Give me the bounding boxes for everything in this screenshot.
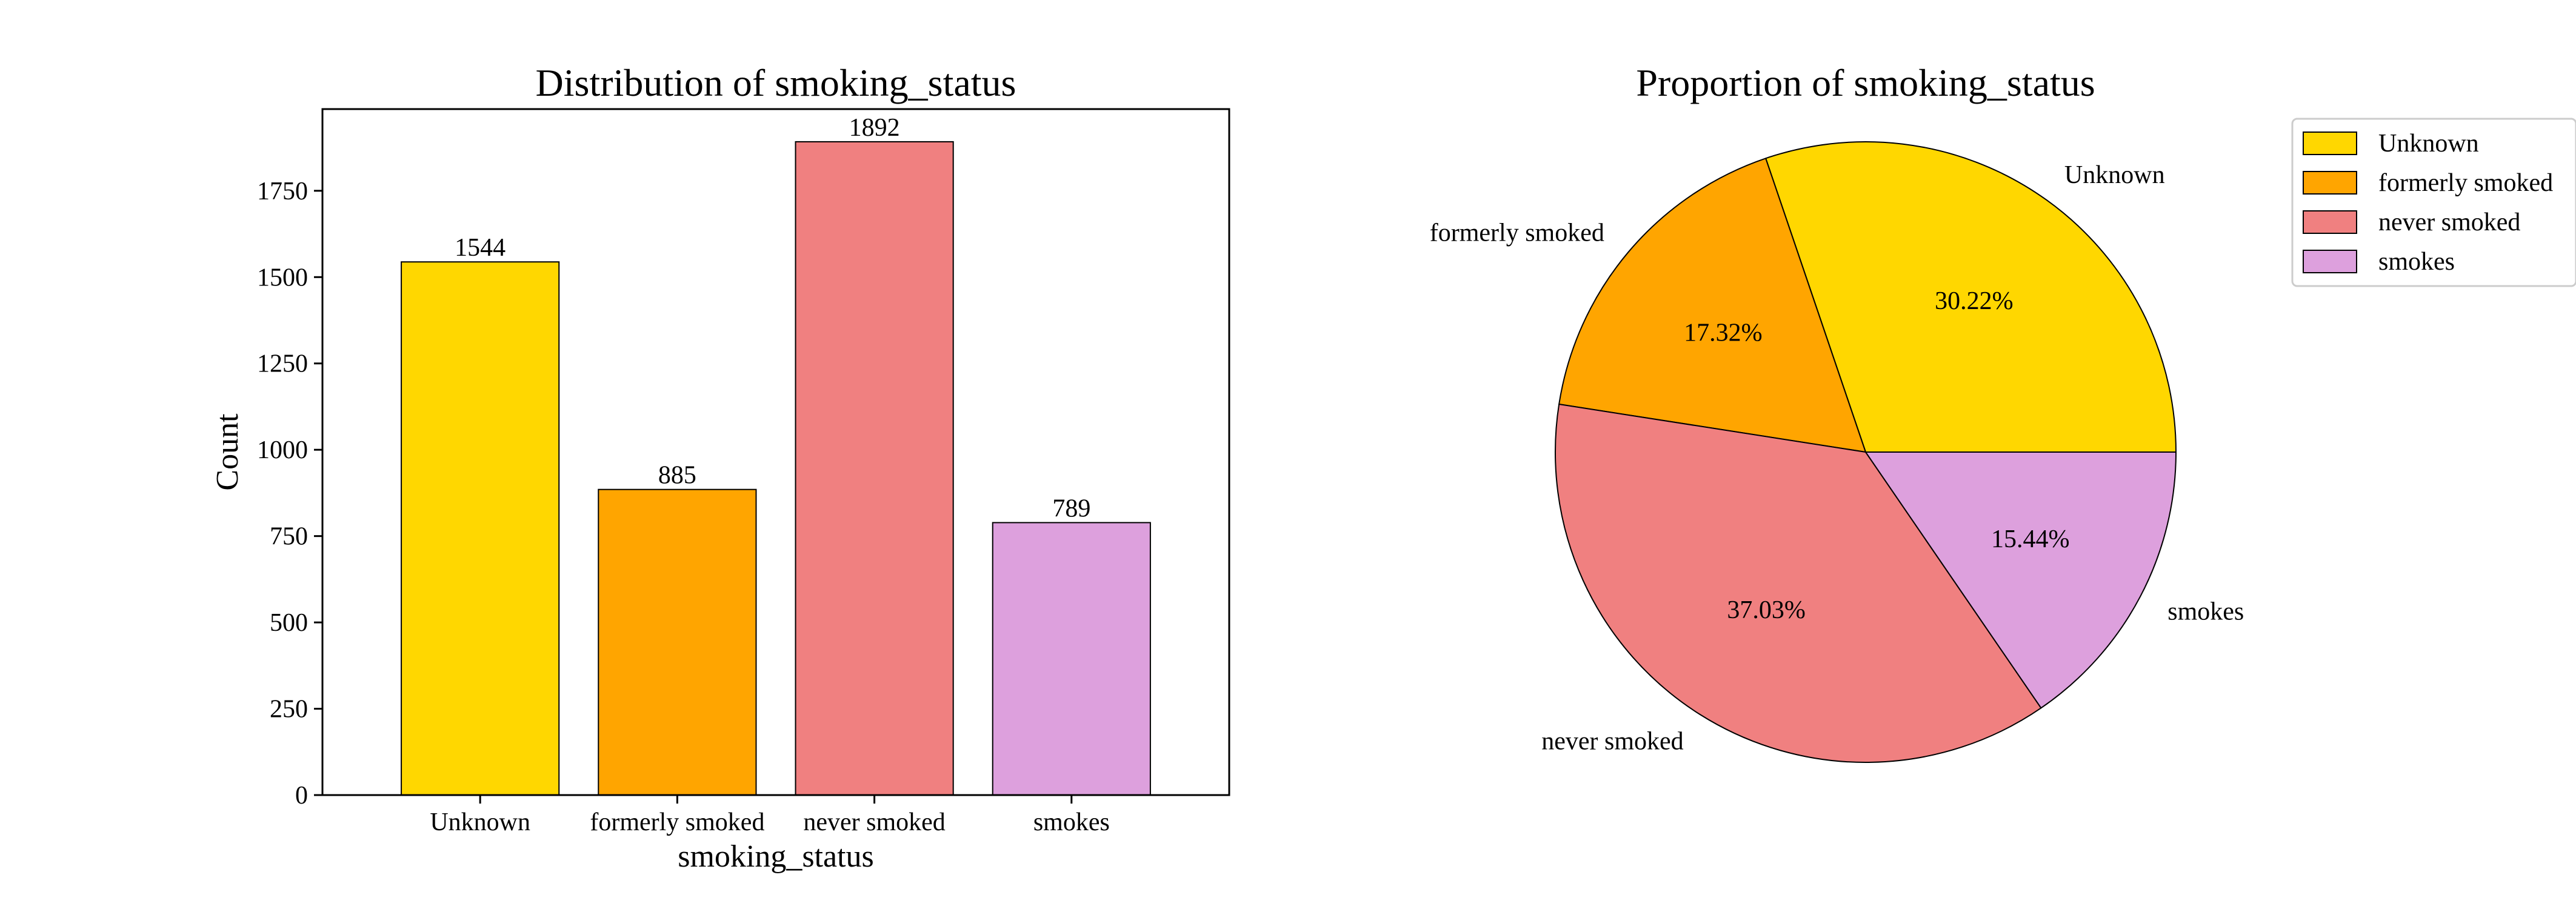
x-axis-ticks: Unknown formerly smoked never smoked smokes bbox=[430, 795, 1110, 836]
pie-slices bbox=[1555, 141, 2177, 763]
y-tick-label: 1000 bbox=[257, 436, 308, 464]
x-tick-label: formerly smoked bbox=[590, 808, 764, 836]
legend-frame bbox=[2291, 118, 2576, 287]
pie-percent-label: 17.32% bbox=[1684, 319, 1763, 347]
y-tick-label: 1500 bbox=[257, 264, 308, 291]
legend-label: formerly smoked bbox=[2378, 169, 2553, 197]
x-axis-label: smoking_status bbox=[678, 839, 874, 874]
legend: Unknown formerly smoked never smoked smokes bbox=[2291, 118, 2576, 287]
pie-percent-label: 15.44% bbox=[1991, 525, 2070, 553]
pie-chart-title: Proportion of smoking_status bbox=[1636, 61, 2095, 104]
bar-chart-title: Distribution of smoking_status bbox=[536, 61, 1016, 104]
x-tick-label: never smoked bbox=[803, 808, 945, 836]
y-tick-label: 500 bbox=[270, 609, 308, 637]
plot-frame bbox=[321, 108, 1230, 796]
legend-items: Unknown formerly smoked never smoked smokes bbox=[2303, 130, 2553, 276]
pie-labels: 30.22% Unknown 17.32% formerly smoked 37.03%… bbox=[1430, 161, 2244, 755]
legend-label: smokes bbox=[2378, 248, 2455, 276]
pie-category-label: formerly smoked bbox=[1430, 219, 1604, 247]
bar-data-label: 1892 bbox=[849, 114, 900, 142]
pie-category-label: Unknown bbox=[2064, 161, 2165, 189]
y-tick-label: 750 bbox=[270, 523, 308, 551]
legend-swatch bbox=[2303, 171, 2357, 195]
legend-swatch bbox=[2303, 250, 2357, 273]
legend-swatch bbox=[2303, 132, 2357, 155]
pie-category-label: smokes bbox=[2167, 598, 2244, 626]
legend-label: never smoked bbox=[2378, 208, 2520, 236]
bar-data-label: 1544 bbox=[455, 234, 506, 262]
bar-formerly-smoked bbox=[598, 488, 757, 796]
y-tick-label: 0 bbox=[295, 782, 308, 810]
legend-swatch bbox=[2303, 210, 2357, 234]
bar-unknown bbox=[401, 261, 560, 796]
pie-slice-formerly-smoked bbox=[1558, 158, 1866, 453]
pie-percent-label: 30.22% bbox=[1935, 287, 2014, 315]
pie-percent-label: 37.03% bbox=[1727, 596, 1806, 624]
bar-chart: Distribution of smoking_status 0 250 500 75… bbox=[210, 61, 1230, 874]
y-tick-label: 1250 bbox=[257, 350, 308, 378]
legend-label: Unknown bbox=[2378, 130, 2479, 158]
bar-data-label: 789 bbox=[1052, 494, 1090, 522]
pie-chart: Proportion of smoking_status 30.22% Unkno… bbox=[1430, 61, 2244, 763]
bar-smokes bbox=[992, 522, 1151, 796]
y-axis-ticks: 0 250 500 750 1000 1250 1500 1750 bbox=[257, 178, 322, 810]
pie-category-label: never smoked bbox=[1541, 727, 1683, 755]
bar-never-smoked bbox=[795, 141, 954, 796]
bars: 1544 885 1892 789 bbox=[401, 114, 1151, 796]
y-tick-label: 1750 bbox=[257, 178, 308, 205]
pie-slice-never-smoked bbox=[1555, 404, 2042, 763]
bar-data-label: 885 bbox=[658, 462, 696, 490]
x-tick-label: Unknown bbox=[430, 808, 530, 836]
y-tick-label: 250 bbox=[270, 696, 308, 724]
y-axis-label: Count bbox=[210, 413, 245, 491]
x-tick-label: smokes bbox=[1033, 808, 1110, 836]
pie-slice-smokes bbox=[1865, 451, 2177, 709]
pie-slice-unknown bbox=[1765, 141, 2177, 453]
